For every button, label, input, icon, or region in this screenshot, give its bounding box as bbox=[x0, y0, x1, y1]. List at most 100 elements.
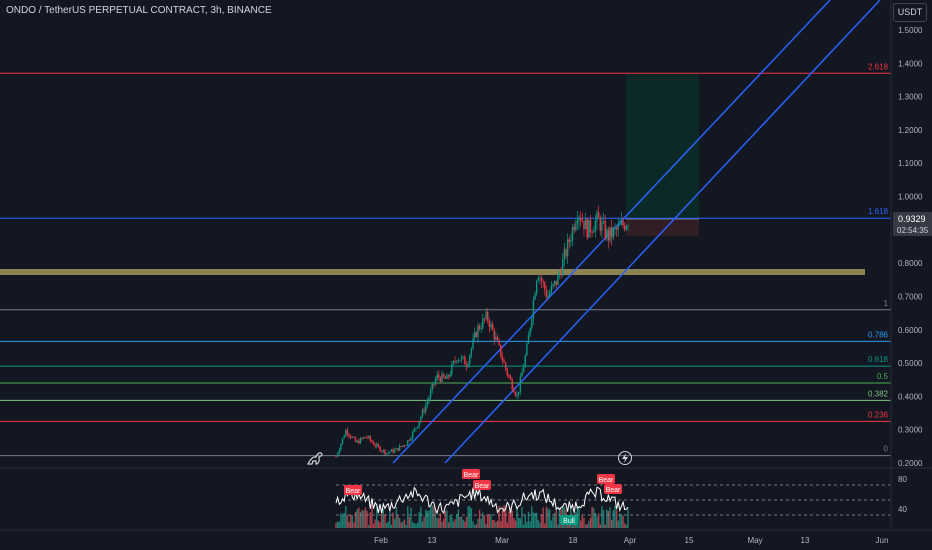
candle-body bbox=[597, 212, 600, 219]
volume-bar bbox=[444, 510, 446, 528]
candle-body bbox=[345, 430, 347, 437]
volume-bar bbox=[338, 521, 340, 528]
volume-bar bbox=[421, 521, 424, 528]
indicator-signal-labels: Bear Bear Bear Bull Bear Bear bbox=[344, 469, 622, 525]
stop-zone[interactable] bbox=[626, 219, 699, 236]
indicator-tick-label: 40 bbox=[898, 505, 907, 514]
support-zone[interactable] bbox=[0, 269, 865, 275]
volume-bar bbox=[407, 506, 409, 528]
volume-bar bbox=[501, 510, 504, 528]
volume-bar bbox=[506, 522, 508, 528]
candle-body bbox=[457, 359, 460, 361]
candle-body bbox=[436, 374, 438, 380]
candle-body bbox=[467, 363, 469, 367]
time-tick-label: Mar bbox=[495, 536, 509, 545]
candle-body bbox=[428, 397, 430, 402]
candle-body bbox=[402, 445, 404, 447]
candle-body bbox=[346, 430, 349, 435]
volume-bar bbox=[442, 519, 445, 528]
signal-label-text: Bear bbox=[475, 483, 490, 490]
candle-body bbox=[516, 394, 518, 396]
candle-body bbox=[359, 438, 362, 444]
volume-bar bbox=[475, 524, 477, 528]
price-tick-label: 0.8000 bbox=[898, 259, 923, 268]
volume-bar bbox=[490, 514, 492, 528]
signal-label-text: Bear bbox=[464, 472, 479, 479]
candle-body bbox=[522, 366, 525, 373]
volume-bar bbox=[601, 506, 603, 528]
channel-line-upper-inner[interactable] bbox=[444, 0, 881, 464]
volume-bar bbox=[503, 505, 505, 528]
candle-body bbox=[483, 318, 486, 320]
candle-body bbox=[349, 435, 352, 438]
volume-bar bbox=[426, 511, 429, 528]
volume-bar bbox=[361, 509, 363, 528]
volume-bar bbox=[591, 506, 593, 528]
candle-body bbox=[511, 379, 513, 390]
candle-body bbox=[557, 275, 559, 286]
candle-body bbox=[485, 311, 487, 319]
price-tick-label: 0.6000 bbox=[898, 326, 923, 335]
volume-bar bbox=[364, 507, 367, 528]
volume-bar bbox=[389, 508, 391, 528]
candle-body bbox=[619, 224, 621, 226]
signal-label-text: Bear bbox=[599, 477, 614, 484]
candle-body bbox=[568, 239, 570, 242]
candle-body bbox=[418, 421, 420, 427]
candle-body bbox=[607, 229, 610, 241]
candle-body bbox=[442, 373, 445, 378]
volume-bar bbox=[604, 524, 606, 528]
candle-body bbox=[335, 456, 337, 458]
volume-bar bbox=[408, 516, 411, 528]
candle-body bbox=[506, 368, 508, 376]
fibonacci-levels[interactable]: 2.618 1.618 1 0.786 0.618 0.5 0.382 0.236 0 bbox=[0, 62, 891, 457]
candle-body bbox=[456, 360, 458, 362]
volume-bar bbox=[336, 521, 339, 528]
candle-body bbox=[566, 239, 569, 257]
candle-body bbox=[423, 409, 425, 412]
candle-body bbox=[501, 356, 504, 361]
candle-body bbox=[532, 299, 535, 319]
volume-bar bbox=[472, 521, 474, 528]
volume-bar bbox=[504, 505, 507, 528]
volume-bar bbox=[599, 524, 601, 528]
volume-bar bbox=[446, 510, 448, 528]
price-axis[interactable]: 1.5000 1.4000 1.3000 1.2000 1.1000 1.0000 0.80… bbox=[898, 26, 923, 468]
candle-body bbox=[548, 292, 551, 296]
target-zone[interactable] bbox=[626, 74, 699, 219]
candle-body bbox=[612, 228, 615, 238]
volume-bar bbox=[602, 509, 605, 528]
volume-bar bbox=[511, 510, 513, 528]
volume-bar bbox=[385, 523, 388, 528]
candle-body bbox=[354, 437, 357, 443]
oscillator-line bbox=[335, 486, 629, 515]
volume-bar bbox=[527, 511, 530, 528]
candle-body bbox=[560, 273, 562, 276]
volume-bar bbox=[477, 519, 479, 528]
candle-body bbox=[464, 356, 466, 365]
volume-bar bbox=[460, 516, 463, 528]
flash-icon[interactable] bbox=[618, 451, 632, 465]
volume-bar bbox=[521, 506, 523, 528]
candle-body bbox=[376, 444, 378, 447]
volume-bar bbox=[609, 507, 611, 528]
candle-body bbox=[429, 390, 432, 398]
signal-label-text: Bear bbox=[606, 487, 621, 494]
volume-bar bbox=[535, 512, 538, 528]
volume-bar bbox=[464, 521, 466, 528]
time-axis[interactable]: Feb 13 Mar 18 Apr 15 May 13 Jun bbox=[374, 536, 888, 545]
volume-bar bbox=[540, 515, 543, 528]
indicator-series bbox=[335, 486, 629, 528]
candle-body bbox=[465, 364, 468, 367]
candle-body bbox=[478, 325, 481, 330]
candle-body bbox=[627, 226, 629, 227]
candle-body bbox=[353, 437, 355, 438]
currency-button[interactable]: USDT bbox=[893, 3, 927, 22]
time-tick-label: May bbox=[747, 536, 762, 545]
volume-bar bbox=[354, 511, 357, 528]
candle-body bbox=[529, 328, 531, 336]
dinosaur-icon[interactable] bbox=[307, 452, 323, 465]
candle-body bbox=[584, 218, 587, 230]
candle-body bbox=[407, 440, 409, 446]
